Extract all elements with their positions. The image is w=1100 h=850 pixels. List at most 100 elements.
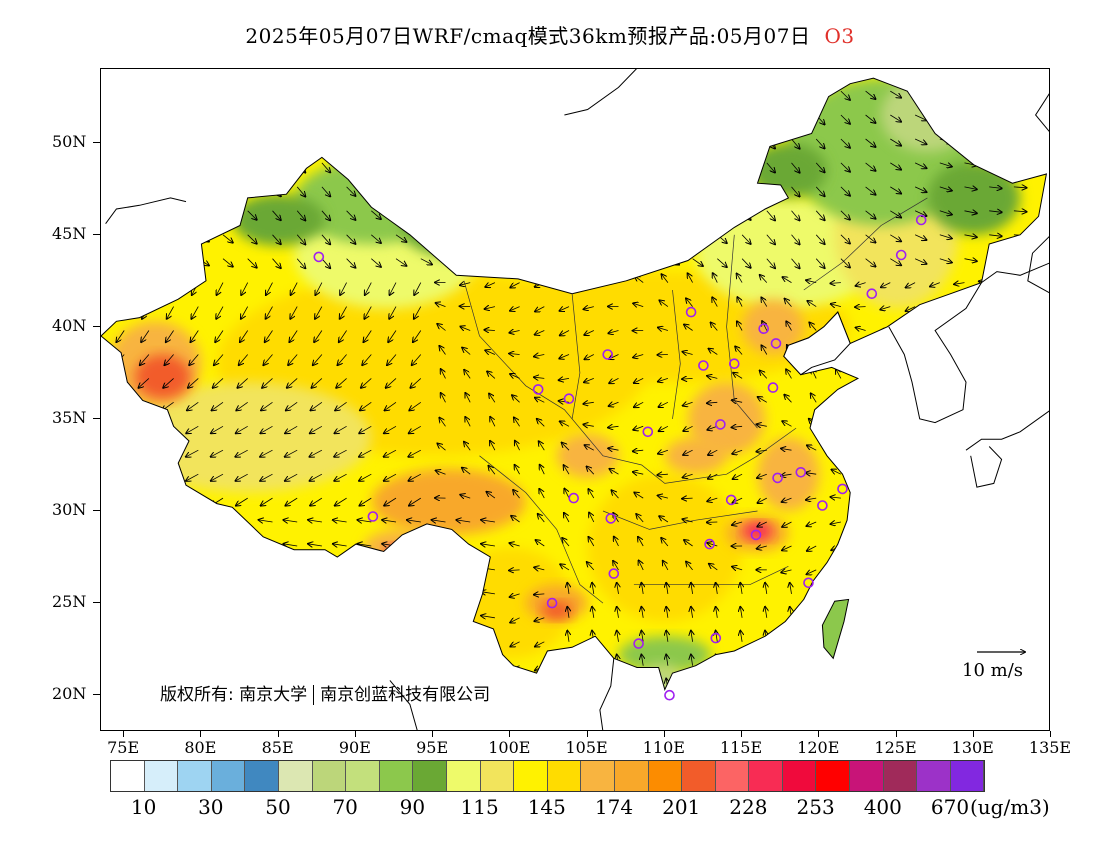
wind-arrow [160, 664, 174, 666]
wind-arrow [913, 607, 915, 618]
wind-arrow [855, 546, 866, 548]
wind-arrow [494, 163, 508, 165]
wind-arrow [741, 186, 751, 196]
wind-arrow [666, 607, 668, 618]
wind-arrow [733, 497, 743, 503]
wind-arrow [1013, 139, 1027, 140]
wind-arrow [191, 330, 199, 343]
wind-arrow [382, 592, 397, 594]
wind-arrow [187, 497, 199, 506]
wind-arrow [234, 544, 248, 546]
wind-arrow [682, 498, 693, 499]
lon-tick [818, 731, 820, 737]
wind-arrow [173, 258, 185, 264]
wind-arrow [456, 592, 471, 594]
wind-arrow [717, 114, 727, 123]
wind-arrow [839, 583, 841, 594]
wind-arrow [296, 138, 305, 149]
blob-jiangsu [757, 437, 820, 512]
wind-arrow [445, 90, 458, 95]
wind-arrow [831, 497, 841, 498]
wind-arrow [815, 210, 824, 220]
wind-arrow [617, 703, 619, 714]
wind-arrow [135, 592, 149, 594]
lon-tick [277, 731, 279, 737]
wind-arrow [389, 306, 397, 319]
legend-swatch [514, 761, 548, 791]
wind-arrow [285, 473, 298, 481]
legend-swatch [547, 761, 582, 791]
wind-arrow [247, 162, 257, 172]
wind-arrow [568, 115, 582, 116]
wind-arrow [707, 498, 718, 501]
wind-arrow [110, 640, 125, 642]
wind-arrow [384, 449, 397, 457]
wind-arrow [519, 235, 533, 236]
wind-arrow [173, 186, 185, 192]
wind-arrow [882, 372, 891, 379]
wind-arrow [784, 395, 792, 403]
wind-arrow [312, 378, 323, 387]
wind-arrow [534, 618, 545, 621]
wind-arrow [781, 570, 792, 573]
wind-arrow [185, 711, 199, 713]
blob-hainan [638, 663, 685, 690]
wind-arrow [510, 374, 520, 378]
wind-arrow [960, 513, 965, 523]
wind-arrow [889, 583, 891, 594]
wind-arrow [1013, 115, 1027, 116]
wind-arrow [657, 474, 668, 475]
lon-tick [895, 731, 897, 737]
wind-arrow [420, 258, 432, 265]
wind-arrow [608, 331, 619, 334]
wind-arrow [509, 331, 520, 333]
wind-arrow [765, 679, 767, 690]
wind-arrow [964, 91, 977, 94]
station-marker [715, 419, 726, 430]
wind-arrow [890, 210, 901, 218]
wind-arrow [716, 583, 718, 594]
legend-label: 30 [198, 795, 224, 819]
legend-label: 174 [594, 795, 634, 819]
wind-arrow [610, 469, 619, 475]
wind-arrow [283, 544, 298, 546]
wind-arrow [420, 234, 432, 241]
wind-arrow [395, 138, 406, 146]
wind-arrow [856, 494, 866, 498]
wind-arrow [371, 138, 381, 147]
wind-arrow [955, 422, 965, 426]
wind-arrow [222, 186, 233, 195]
lon-tick [586, 731, 588, 737]
wind-arrow [663, 561, 669, 571]
wind-arrow [914, 162, 926, 168]
wind-arrow [613, 561, 619, 571]
wind-arrow [765, 583, 767, 594]
wind-arrow [559, 378, 570, 380]
station-marker [602, 349, 614, 360]
wind-arrow [222, 162, 233, 171]
wind-arrow [407, 664, 421, 666]
station-marker [728, 358, 740, 370]
wind-arrow [865, 258, 876, 267]
wind-arrow [855, 307, 866, 308]
wind-arrow [683, 474, 693, 477]
wind-arrow [485, 350, 496, 354]
wind-arrow [614, 537, 619, 547]
wind-arrow [909, 490, 916, 499]
wind-arrow [456, 640, 471, 642]
lat-tick [93, 694, 100, 696]
wind-arrow [913, 703, 915, 714]
wind-arrow [815, 258, 824, 268]
wind-arrow [247, 114, 257, 124]
wind-arrow [980, 446, 990, 450]
wind-arrow [260, 425, 273, 433]
wind-arrow [717, 162, 727, 171]
wind-arrow [283, 640, 298, 642]
lon-label: 90E [338, 738, 371, 757]
wind-arrow [864, 703, 866, 714]
wind-arrow [112, 425, 125, 433]
wind-arrow [914, 90, 926, 96]
lat-tick [93, 510, 100, 511]
wind-arrow [964, 235, 977, 237]
wind-arrow [667, 210, 679, 217]
